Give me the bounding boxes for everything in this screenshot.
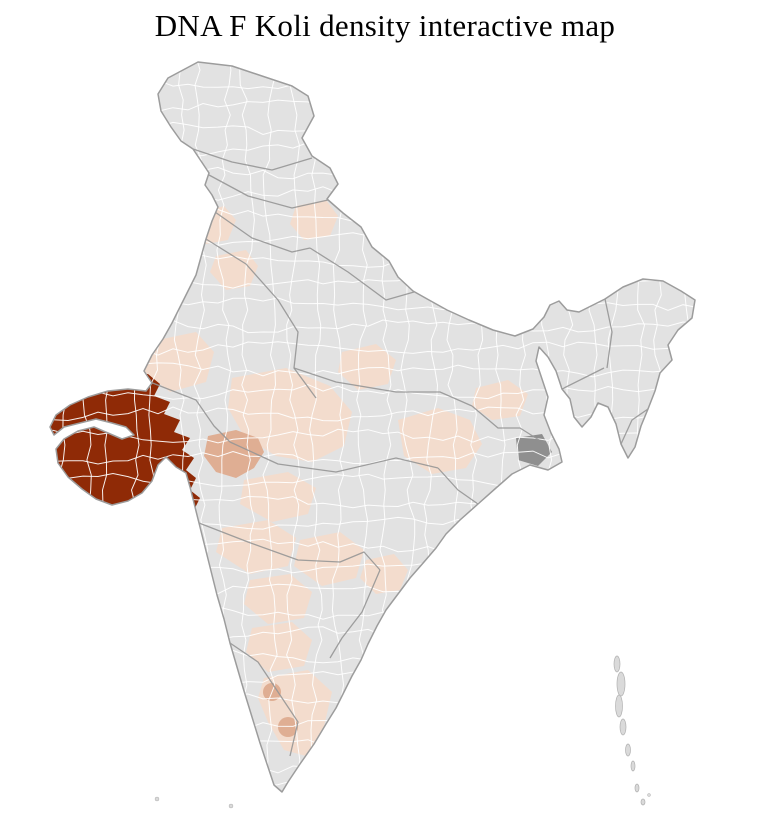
country-border	[49, 61, 696, 793]
state-borders	[149, 148, 649, 757]
page-title: DNA F Koli density interactive map	[154, 8, 616, 43]
map-region-north-rajasthan-patch[interactable]	[210, 250, 258, 290]
map-region-tamil-nadu-medium-2[interactable]	[278, 717, 298, 737]
map-region-uttar-pradesh-east-patch[interactable]	[472, 380, 528, 420]
india-landmass[interactable]	[50, 62, 695, 792]
map-region-uttar-pradesh-west-patch[interactable]	[338, 344, 396, 390]
map-region-east-rajasthan-mp-patch[interactable]	[228, 368, 352, 462]
map-region-south-maharashtra-patch[interactable]	[216, 520, 296, 574]
map-region-himachal-patch[interactable]	[290, 200, 338, 240]
map-region-north-maharashtra-patch[interactable]	[240, 472, 316, 522]
andaman-nicobar-islands	[154, 655, 651, 809]
map-region-west-bengal-gray[interactable]	[516, 434, 552, 466]
map-region-rayalaseema-patch[interactable]	[360, 554, 408, 594]
map-region-south-karnataka-patch[interactable]	[246, 622, 312, 672]
